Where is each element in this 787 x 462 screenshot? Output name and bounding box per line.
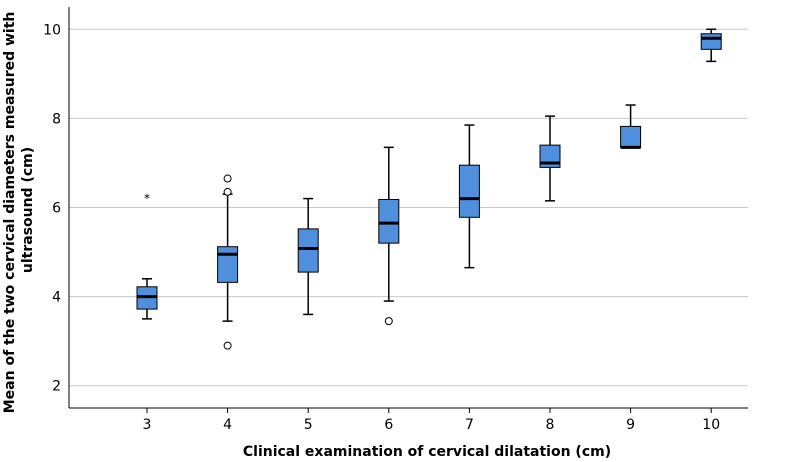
box-7 (458, 164, 480, 218)
y-axis-title-line2: ultrasound (cm) (20, 147, 36, 273)
box-group-7 (458, 124, 480, 269)
x-tick-label-3: 3 (143, 417, 152, 433)
y-tick-label-8: 8 (52, 111, 61, 127)
x-tick-label-10: 10 (702, 417, 720, 433)
x-tick-label-9: 9 (626, 417, 635, 433)
x-tick-label-7: 7 (465, 417, 474, 433)
y-axis-title: Mean of the two cervical diameters measu… (2, 7, 36, 414)
box-group-4 (217, 174, 239, 350)
x-tick-label-8: 8 (546, 417, 555, 433)
box-group-10 (700, 28, 722, 63)
y-tick-label-4: 4 (52, 290, 61, 306)
box-group-5 (297, 197, 319, 316)
y-tick-label-6: 6 (52, 201, 61, 217)
box-group-3: * (136, 191, 158, 320)
outlier-4-0 (223, 174, 232, 183)
box-6 (378, 198, 400, 244)
axes: 2 4 6 8 10 3 4 5 6 7 8 9 10 (43, 7, 748, 433)
y-tick-label-10: 10 (43, 22, 61, 38)
x-tick-label-5: 5 (304, 417, 313, 433)
y-tick-label-2: 2 (52, 379, 61, 395)
box-group-8 (539, 115, 561, 202)
extreme-3-0: * (144, 191, 150, 205)
x-tick-label-6: 6 (384, 417, 393, 433)
box-10 (700, 33, 722, 50)
box-group-9 (620, 104, 642, 149)
box-9 (620, 125, 642, 148)
box-group-6 (378, 146, 400, 326)
box-4 (217, 246, 239, 283)
x-axis-title: Clinical examination of cervical dilatat… (243, 444, 611, 460)
outlier-4-1 (223, 187, 232, 196)
y-axis-title-line1: Mean of the two cervical diameters measu… (2, 12, 18, 414)
gridlines (69, 28, 748, 387)
x-tick-label-4: 4 (223, 417, 232, 433)
outlier-4-2 (223, 341, 232, 350)
boxes: * (136, 28, 722, 350)
outlier-6-0 (384, 317, 393, 326)
box-5 (297, 228, 319, 273)
